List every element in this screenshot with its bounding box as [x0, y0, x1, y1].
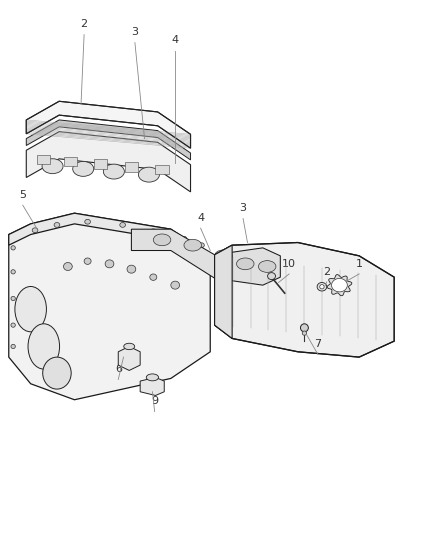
Polygon shape [118, 346, 140, 370]
Ellipse shape [268, 273, 276, 279]
Ellipse shape [171, 281, 180, 289]
Ellipse shape [300, 324, 308, 332]
Ellipse shape [317, 282, 327, 291]
Polygon shape [215, 245, 232, 338]
Polygon shape [332, 278, 347, 292]
Ellipse shape [237, 258, 254, 270]
Ellipse shape [184, 239, 201, 251]
Polygon shape [37, 155, 50, 164]
Ellipse shape [127, 265, 136, 273]
Polygon shape [26, 101, 191, 148]
Ellipse shape [11, 344, 15, 349]
Ellipse shape [11, 270, 15, 274]
Text: 6: 6 [115, 364, 122, 374]
Text: 4: 4 [172, 35, 179, 45]
Text: 4: 4 [197, 213, 204, 223]
Ellipse shape [28, 324, 60, 369]
Ellipse shape [215, 250, 232, 262]
Polygon shape [131, 229, 280, 285]
Ellipse shape [11, 296, 15, 301]
Ellipse shape [138, 167, 159, 182]
Ellipse shape [43, 357, 71, 389]
Polygon shape [140, 377, 164, 395]
Text: 1: 1 [356, 259, 363, 269]
Polygon shape [64, 157, 77, 166]
Ellipse shape [181, 237, 187, 241]
Ellipse shape [124, 343, 134, 350]
Ellipse shape [258, 261, 276, 272]
Polygon shape [9, 213, 210, 266]
Text: 5: 5 [19, 190, 26, 200]
Text: 2: 2 [81, 19, 88, 29]
Polygon shape [26, 120, 191, 160]
Text: 2: 2 [323, 266, 330, 277]
Polygon shape [26, 132, 191, 192]
Ellipse shape [302, 331, 307, 335]
Polygon shape [155, 165, 169, 174]
Polygon shape [327, 274, 352, 296]
Ellipse shape [15, 287, 46, 332]
Text: 3: 3 [131, 27, 138, 37]
Ellipse shape [105, 260, 114, 268]
Ellipse shape [103, 164, 124, 179]
Ellipse shape [199, 243, 204, 247]
Ellipse shape [32, 228, 38, 233]
Ellipse shape [54, 223, 60, 228]
Ellipse shape [150, 229, 156, 233]
Ellipse shape [11, 323, 15, 327]
Polygon shape [9, 213, 210, 400]
Ellipse shape [42, 159, 63, 174]
Text: 7: 7 [314, 339, 321, 349]
Ellipse shape [64, 263, 72, 271]
Ellipse shape [85, 220, 90, 224]
Polygon shape [215, 243, 394, 357]
Ellipse shape [11, 246, 15, 250]
Ellipse shape [150, 274, 157, 280]
Ellipse shape [320, 285, 324, 289]
Polygon shape [125, 162, 138, 172]
Ellipse shape [153, 234, 171, 246]
Ellipse shape [146, 374, 159, 381]
Ellipse shape [73, 161, 94, 176]
Polygon shape [94, 159, 107, 169]
Text: 9: 9 [151, 396, 158, 406]
Text: 10: 10 [282, 259, 296, 269]
Ellipse shape [84, 258, 91, 264]
Text: 3: 3 [240, 203, 247, 213]
Ellipse shape [120, 223, 125, 228]
